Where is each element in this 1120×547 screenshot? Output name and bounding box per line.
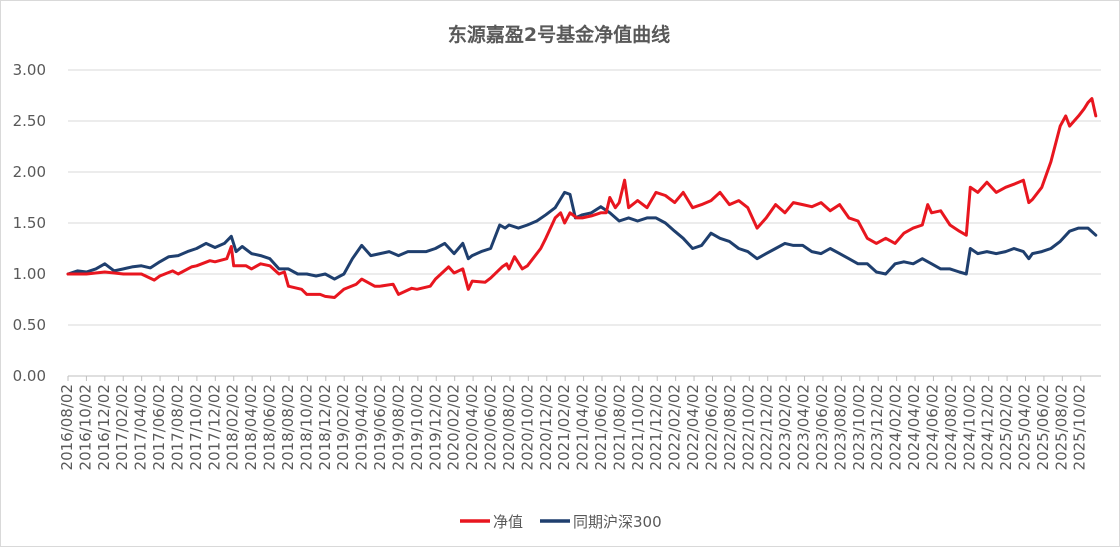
x-tick-label: 2024/06/02: [923, 384, 941, 470]
x-tick-label: 2019/10/02: [408, 384, 426, 470]
x-tick-label: 2025/08/02: [1052, 384, 1070, 470]
x-tick-label: 2024/12/02: [979, 384, 997, 470]
x-tick-label: 2024/02/02: [887, 384, 905, 470]
x-tick-label: 2023/04/02: [795, 384, 813, 470]
y-tick-label: 2.00: [13, 163, 46, 181]
x-tick-label: 2019/08/02: [389, 384, 407, 470]
x-tick-label: 2019/02/02: [334, 384, 352, 470]
x-tick-label: 2019/04/02: [353, 384, 371, 470]
chart-title: 东源嘉盈2号基金净值曲线: [447, 24, 671, 46]
gridlines: [68, 69, 1101, 326]
y-tick-label: 1.50: [13, 214, 46, 232]
x-tick-label: 2020/04/02: [463, 384, 481, 470]
x-tick-label: 2021/08/02: [610, 384, 628, 470]
x-tick-label: 2017/12/02: [205, 384, 223, 470]
x-tick-label: 2021/12/02: [647, 384, 665, 470]
x-tick-label: 2024/04/02: [905, 384, 923, 470]
x-tick-label: 2018/10/02: [297, 384, 315, 470]
x-tick-label: 2020/12/02: [537, 384, 555, 470]
x-tick-label: 2017/06/02: [150, 384, 168, 470]
x-tick-label: 2025/10/02: [1071, 384, 1089, 470]
x-tick-label: 2022/04/02: [684, 384, 702, 470]
x-tick-label: 2023/08/02: [831, 384, 849, 470]
x-tick-label: 2020/06/02: [482, 384, 500, 470]
x-tick-label: 2021/02/02: [555, 384, 573, 470]
x-tick-label: 2020/10/02: [518, 384, 536, 470]
x-tick-label: 2022/12/02: [758, 384, 776, 470]
x-tick-label: 2016/10/02: [76, 384, 94, 470]
y-tick-label: 0.00: [13, 367, 46, 385]
y-tick-label: 1.00: [13, 265, 46, 283]
y-tick-label: 2.50: [13, 112, 46, 130]
x-tick-label: 2023/12/02: [868, 384, 886, 470]
series-line: [66, 97, 1098, 299]
series-line: [66, 190, 1098, 281]
x-tick-label: 2020/02/02: [445, 384, 463, 470]
x-tick-label: 2017/02/02: [113, 384, 131, 470]
x-tick-label: 2025/04/02: [1016, 384, 1034, 470]
y-tick-label: 3.00: [13, 61, 46, 79]
legend-label: 同期沪深300: [573, 513, 662, 531]
legend-label: 净值: [493, 513, 523, 531]
x-tick-label: 2021/06/02: [592, 384, 610, 470]
x-tick-label: 2016/08/02: [58, 384, 76, 470]
x-tick-label: 2018/08/02: [279, 384, 297, 470]
x-tick-label: 2017/08/02: [168, 384, 186, 470]
x-tick-label: 2019/12/02: [426, 384, 444, 470]
x-tick-label: 2018/04/02: [242, 384, 260, 470]
x-tick-label: 2017/10/02: [187, 384, 205, 470]
x-tick-label: 2024/10/02: [960, 384, 978, 470]
x-tick-label: 2018/12/02: [316, 384, 334, 470]
x-tick-label: 2020/08/02: [500, 384, 518, 470]
y-tick-label: 0.50: [13, 316, 46, 334]
x-tick-label: 2022/06/02: [702, 384, 720, 470]
x-tick-label: 2021/04/02: [574, 384, 592, 470]
x-tick-label: 2021/10/02: [629, 384, 647, 470]
x-tick-label: 2016/12/02: [95, 384, 113, 470]
x-axis: 2016/08/02 2016/10/02 2016/12/02 2017/02/02…: [58, 375, 1101, 470]
x-tick-label: 2023/10/02: [850, 384, 868, 470]
x-tick-label: 2017/04/02: [132, 384, 150, 470]
series-lines: [66, 97, 1098, 299]
x-tick-label: 2023/02/02: [776, 384, 794, 470]
x-tick-label: 2022/10/02: [739, 384, 757, 470]
legend: 净值 同期沪深300: [460, 513, 662, 531]
x-tick-label: 2023/06/02: [813, 384, 831, 470]
x-tick-label: 2019/06/02: [371, 384, 389, 470]
x-tick-label: 2022/02/02: [666, 384, 684, 470]
x-tick-label: 2025/02/02: [997, 384, 1015, 470]
x-tick-label: 2024/08/02: [942, 384, 960, 470]
x-tick-label: 2022/08/02: [721, 384, 739, 470]
x-tick-label: 2018/06/02: [261, 384, 279, 470]
x-tick-label: 2025/06/02: [1034, 384, 1052, 470]
y-axis-tick-labels: 0.00 0.50 1.00 1.50 2.00 2.50 3.00: [13, 61, 46, 385]
x-tick-label: 2018/02/02: [224, 384, 242, 470]
